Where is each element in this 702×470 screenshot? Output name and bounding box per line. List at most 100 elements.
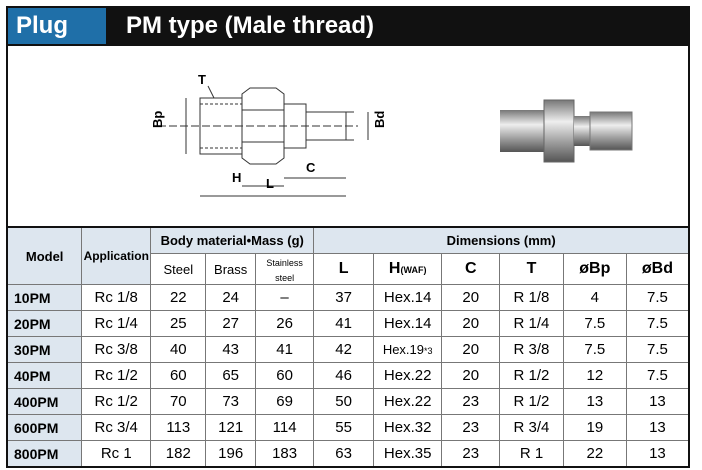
table-row: 20PM Rc 1/4 25 27 26 41 Hex.14 20 R 1/4 7.5 7.5 xyxy=(6,310,690,337)
data-cell: 196 xyxy=(205,440,256,468)
data-cell: 22 xyxy=(150,284,207,311)
cell-text: Hex.22 xyxy=(383,367,432,384)
column-header-text: Stainless steel xyxy=(266,258,303,283)
data-cell: 23 xyxy=(441,414,501,441)
model-header: Model xyxy=(6,226,83,285)
cell-text: 20 xyxy=(462,315,480,332)
cell-text: Hex.19 xyxy=(382,342,425,357)
cell-text: R 3/8 xyxy=(513,341,550,358)
data-cell: Rc 3/4 xyxy=(81,414,152,441)
cell-text: 43 xyxy=(222,341,239,358)
cell-text: 65 xyxy=(222,367,239,384)
cell-text: 10PM xyxy=(14,289,51,306)
cell-text: – xyxy=(280,289,289,306)
cell-text: 41 xyxy=(276,341,293,358)
data-cell: Hex.35 xyxy=(372,440,443,468)
cell-text: 41 xyxy=(335,315,352,332)
column-header-suffix: (WAF) xyxy=(400,265,427,275)
cell-text: 20 xyxy=(462,367,480,384)
data-cell: R 3/4 xyxy=(499,414,564,441)
cell-text: 400PM xyxy=(14,393,59,410)
cell-text: 24 xyxy=(222,289,239,306)
cell-text: Hex.32 xyxy=(383,419,432,436)
cell-text: Rc 3/4 xyxy=(94,419,138,436)
data-cell: Hex.22 xyxy=(372,362,443,389)
column-header-text: øBd xyxy=(641,260,673,277)
data-cell: 55 xyxy=(313,414,374,441)
cell-text: 7.5 xyxy=(647,289,668,306)
cell-text: 13 xyxy=(649,393,666,410)
cell-text: 73 xyxy=(222,393,239,410)
cell-text: 69 xyxy=(276,393,293,410)
cell-text: 600PM xyxy=(14,419,59,436)
cell-text: 182 xyxy=(165,445,191,462)
data-cell: 13 xyxy=(625,440,690,468)
data-cell: 7.5 xyxy=(625,362,690,389)
data-cell: Rc 1/4 xyxy=(81,310,152,337)
table-row: 400PM Rc 1/2 70 73 69 50 Hex.22 23 R 1/2 13 13 xyxy=(6,388,690,415)
data-cell: 13 xyxy=(562,388,627,415)
cell-text: 20 xyxy=(462,289,480,306)
cell-text: 25 xyxy=(169,315,187,332)
data-cell: Rc 1 xyxy=(81,440,152,468)
cell-text: 37 xyxy=(335,289,352,306)
data-cell: 20 xyxy=(441,284,501,311)
table-row: 40PM Rc 1/2 60 65 60 46 Hex.22 20 R 1/2 12 7.5 xyxy=(6,362,690,389)
cell-text: 114 xyxy=(272,419,297,436)
cell-text: 60 xyxy=(169,367,187,384)
data-cell: – xyxy=(254,284,315,311)
data-cell: 60 xyxy=(254,362,315,389)
data-cell: 7.5 xyxy=(625,310,690,337)
data-cell: R 1/2 xyxy=(499,362,564,389)
data-cell: Rc 1/2 xyxy=(81,388,152,415)
column-header: Stainless steel xyxy=(254,253,315,285)
data-cell: 73 xyxy=(205,388,256,415)
cell-text: 12 xyxy=(586,367,604,384)
cell-text: 63 xyxy=(335,445,352,462)
column-header: L xyxy=(313,253,374,285)
cell-text: 26 xyxy=(276,315,293,332)
cell-text: 20PM xyxy=(14,315,51,332)
column-header-text: Brass xyxy=(214,261,248,277)
cell-text: 22 xyxy=(169,289,187,306)
cell-text: 22 xyxy=(586,445,604,462)
cell-text: 30PM xyxy=(14,341,51,358)
column-header: T xyxy=(499,253,564,285)
data-cell: 7.5 xyxy=(562,336,627,363)
data-cell: 50 xyxy=(313,388,374,415)
data-cell: 46 xyxy=(313,362,374,389)
cell-text: Rc 1/2 xyxy=(94,367,138,384)
cell-text: R 1/4 xyxy=(513,315,550,332)
data-cell: Rc 1/2 xyxy=(81,362,152,389)
column-header: øBd xyxy=(625,253,690,285)
label-t: T xyxy=(198,72,206,87)
cell-text: 20 xyxy=(462,341,480,358)
label-c: C xyxy=(306,160,316,175)
column-header: øBp xyxy=(562,253,627,285)
cell-text: 46 xyxy=(335,367,352,384)
model-cell: 20PM xyxy=(6,310,83,337)
cell-text: 70 xyxy=(169,393,187,410)
cell-text: Hex.14 xyxy=(383,289,432,306)
data-cell: 114 xyxy=(254,414,315,441)
cell-text: 55 xyxy=(335,419,352,436)
cell-text: 40 xyxy=(169,341,187,358)
column-header-text: H xyxy=(388,260,401,277)
table-row: 30PM Rc 3/8 40 43 41 42 Hex.19*3 20 R 3/8 7.5 7.5 xyxy=(6,336,690,363)
data-cell: 121 xyxy=(205,414,256,441)
label-bd: Bd xyxy=(372,111,387,128)
data-cell: 43 xyxy=(205,336,256,363)
table-row: 10PM Rc 1/8 22 24 – 37 Hex.14 20 R 1/8 4 7.5 xyxy=(6,284,690,311)
data-cell: Hex.14 xyxy=(372,284,443,311)
column-header: C xyxy=(441,253,501,285)
column-header-text: L xyxy=(338,260,349,277)
cell-text: R 1/2 xyxy=(513,367,550,384)
cell-text: 800PM xyxy=(14,445,59,462)
cell-text: 7.5 xyxy=(584,315,606,332)
column-header-text: T xyxy=(526,260,537,277)
product-photo xyxy=(500,99,633,163)
cell-text: 60 xyxy=(276,367,293,384)
cell-text: Rc 3/8 xyxy=(94,341,138,358)
cell-text: 196 xyxy=(218,445,244,462)
model-cell: 10PM xyxy=(6,284,83,311)
